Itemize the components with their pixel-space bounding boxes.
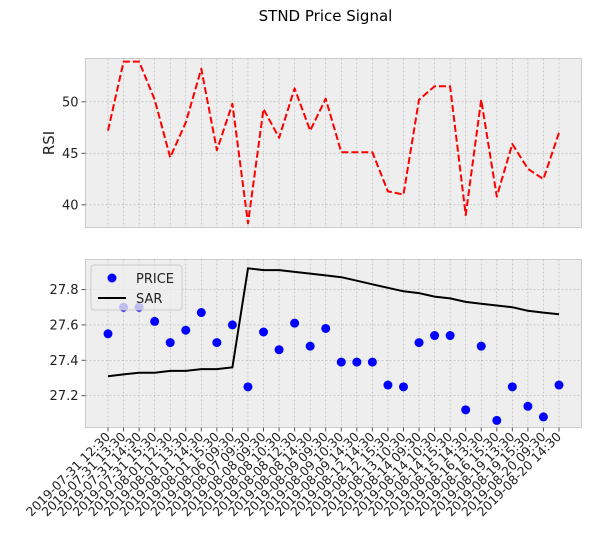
y-tick-label: 40 [62, 198, 79, 213]
rsi-panel: 40 45 50 RSI [40, 58, 582, 228]
price-point [321, 323, 331, 333]
y-tick-label: 27.4 [50, 354, 79, 369]
chart-title: STND Price Signal [259, 7, 393, 25]
y-tick-label: 45 [62, 147, 79, 162]
price-point [430, 331, 440, 341]
price-point [336, 357, 346, 367]
price-point [523, 401, 533, 411]
price-point [290, 318, 300, 328]
price-panel: 27.2 27.4 27.6 27.8 2019-07-31 12:302019-07… [23, 259, 582, 519]
rsi-series [107, 60, 560, 225]
price-point [367, 357, 377, 367]
price-point [383, 380, 393, 390]
price-point [414, 338, 424, 348]
price-point [476, 341, 486, 351]
price-y-ticks: 27.2 27.4 27.6 27.8 [50, 283, 86, 404]
y-tick-label: 27.8 [50, 283, 79, 298]
price-point [538, 412, 548, 422]
price-point [150, 316, 160, 326]
sar-line [107, 267, 560, 378]
rsi-line [107, 60, 560, 225]
price-point [305, 341, 315, 351]
price-point [507, 382, 517, 392]
legend: PRICE SAR [90, 264, 183, 311]
rsi-grid [85, 58, 582, 228]
rsi-y-ticks: 40 45 50 [62, 95, 86, 213]
rsi-plot-background [85, 58, 582, 228]
price-point [103, 329, 113, 339]
price-point [274, 345, 284, 355]
legend-sar-label: SAR [136, 292, 162, 307]
price-point [181, 325, 191, 335]
y-tick-label: 27.6 [50, 318, 79, 333]
price-point [243, 382, 253, 392]
price-point [492, 415, 502, 425]
y-tick-label: 50 [62, 95, 79, 110]
legend-price-label: PRICE [136, 272, 174, 287]
price-point [398, 382, 408, 392]
price-point [165, 338, 175, 348]
price-point [554, 380, 564, 390]
rsi-y-axis-label: RSI [40, 131, 58, 155]
price-point [212, 338, 222, 348]
price-series [103, 267, 564, 425]
price-point [259, 327, 269, 337]
legend-price-marker [107, 273, 117, 283]
price-point [352, 357, 362, 367]
price-point [461, 405, 471, 415]
price-point [227, 320, 237, 330]
y-tick-label: 27.2 [50, 389, 79, 404]
price-point [445, 331, 455, 341]
price-point [196, 308, 206, 318]
